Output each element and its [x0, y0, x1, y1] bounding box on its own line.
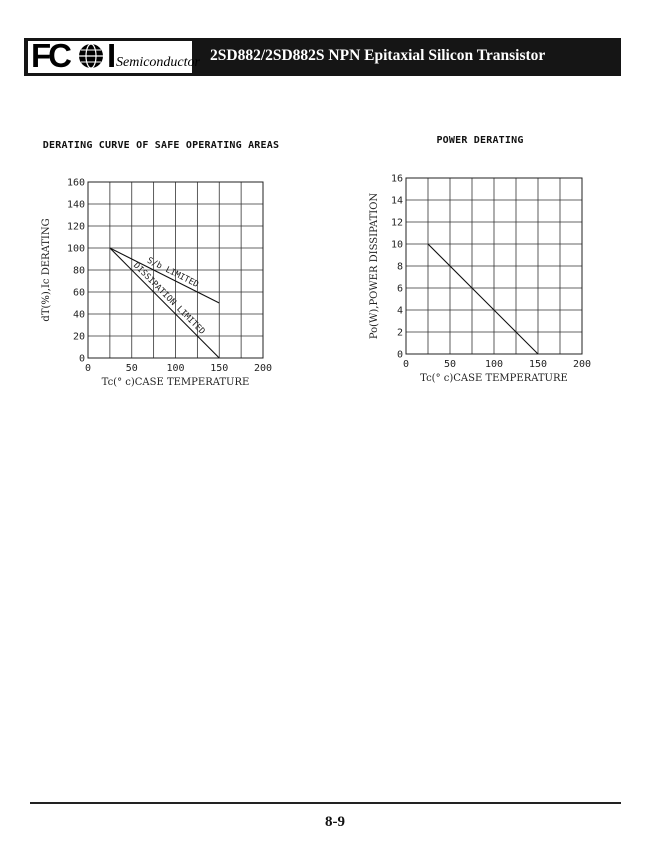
plot-frame	[405, 177, 583, 355]
y-tick-label: 140	[67, 200, 85, 211]
y-tick-label: 16	[391, 174, 403, 185]
footer-rule	[30, 802, 621, 804]
x-axis-label: Tc(° c)CASE TEMPERATURE	[420, 373, 568, 384]
y-tick-label: 6	[397, 284, 403, 295]
y-tick-label: 120	[67, 222, 85, 233]
y-tick-label: 160	[67, 178, 85, 189]
x-tick-label: 200	[254, 363, 272, 374]
x-tick-label: 100	[166, 363, 184, 374]
x-tick-label: 100	[485, 359, 503, 370]
x-tick-label: 200	[573, 359, 591, 370]
series-line-1	[109, 247, 220, 304]
x-tick-label: 50	[444, 359, 456, 370]
logo-letters: FC	[31, 37, 72, 74]
page-number: 8-9	[325, 814, 345, 830]
y-tick-label: 100	[67, 244, 85, 255]
y-tick-label: 20	[73, 332, 85, 343]
plot-frame	[87, 181, 264, 359]
x-tick-label: 0	[403, 359, 409, 370]
x-tick-label: 0	[85, 363, 91, 374]
x-tick-label: 50	[126, 363, 138, 374]
y-tick-label: 8	[397, 262, 403, 273]
x-tick-label: 150	[529, 359, 547, 370]
chart-title-power: POWER DERATING	[436, 135, 524, 146]
page-header: FC I Semiconductor 2SD882/2SD882S NPN Ep…	[24, 38, 621, 76]
y-tick-label: 0	[397, 350, 403, 361]
y-tick-label: 60	[73, 288, 85, 299]
globe-icon	[79, 43, 103, 69]
y-tick-label: 14	[391, 196, 403, 207]
series-line-2	[109, 247, 220, 359]
logo-letter-i: I	[107, 37, 117, 74]
y-tick-label: 10	[391, 240, 403, 251]
y-tick-label: 2	[397, 328, 403, 339]
y-tick-label: 0	[79, 354, 85, 365]
y-tick-label: 12	[391, 218, 403, 229]
chart-title-soa: DERATING CURVE OF SAFE OPERATING AREAS	[42, 140, 280, 151]
y-axis-label: Po(W),POWER DISSIPATION	[369, 193, 380, 340]
x-axis-label: Tc(° c)CASE TEMPERATURE	[102, 377, 250, 388]
y-tick-label: 80	[73, 266, 85, 277]
series-line-1	[427, 243, 539, 355]
company-logo: FC I Semiconductor	[28, 37, 200, 74]
logo-subtitle: Semiconductor	[116, 55, 200, 70]
y-tick-label: 4	[397, 306, 403, 317]
y-tick-label: 40	[73, 310, 85, 321]
x-tick-label: 150	[210, 363, 228, 374]
y-axis-label: dT(%),Ic DERATING	[41, 218, 52, 321]
document-title: 2SD882/2SD882S NPN Epitaxial Silicon Tra…	[210, 47, 546, 64]
